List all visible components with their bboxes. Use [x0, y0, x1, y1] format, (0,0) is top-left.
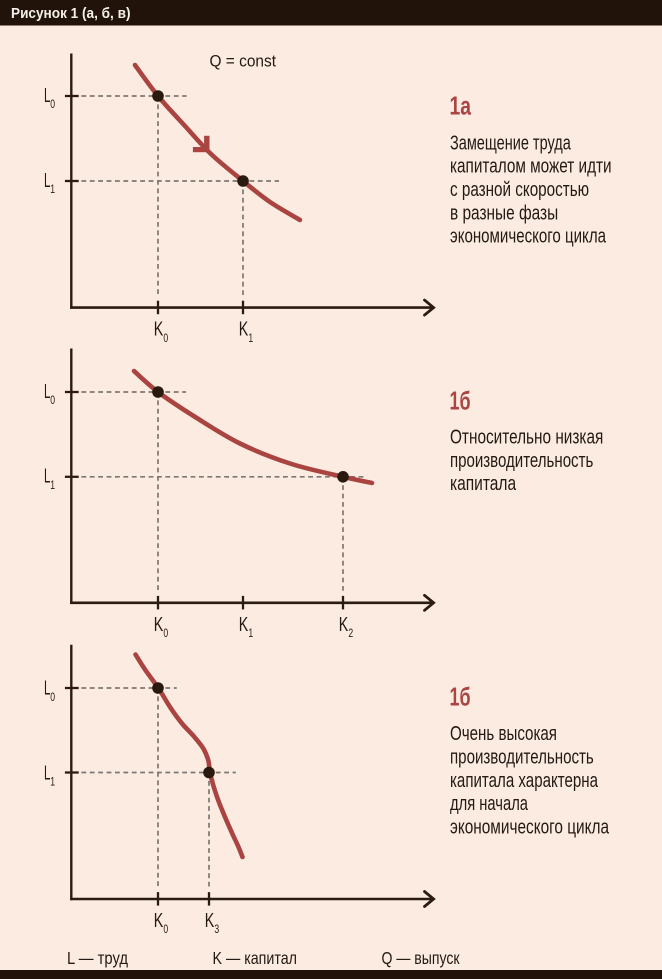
- svg-text:L: L: [44, 678, 50, 700]
- svg-text:L: L: [44, 762, 50, 784]
- svg-text:Очень высокая: Очень высокая: [450, 722, 557, 745]
- svg-text:Q — выпуск: Q — выпуск: [382, 948, 460, 968]
- svg-text:Рисунок 1 (а, б, в): Рисунок 1 (а, б, в): [11, 5, 131, 22]
- svg-text:капитала характерна: капитала характерна: [450, 769, 598, 792]
- svg-text:для начала: для начала: [450, 792, 528, 815]
- svg-text:K: K: [239, 319, 249, 341]
- svg-text:L: L: [44, 466, 50, 488]
- svg-text:0: 0: [50, 97, 55, 111]
- svg-text:экономического цикла: экономического цикла: [450, 225, 606, 248]
- svg-text:1: 1: [248, 331, 253, 345]
- svg-text:L — труд: L — труд: [67, 948, 129, 968]
- svg-text:L: L: [44, 170, 50, 192]
- svg-text:0: 0: [50, 690, 55, 704]
- svg-text:1: 1: [50, 182, 55, 196]
- svg-text:Относительно низкая: Относительно низкая: [450, 426, 603, 449]
- svg-text:3: 3: [214, 922, 219, 936]
- svg-text:2: 2: [348, 626, 353, 640]
- svg-text:0: 0: [163, 331, 168, 345]
- svg-text:капиталом может идти: капиталом может идти: [450, 155, 612, 178]
- svg-text:капитала: капитала: [450, 472, 517, 495]
- svg-text:1: 1: [248, 626, 253, 640]
- svg-text:0: 0: [163, 922, 168, 936]
- svg-text:0: 0: [50, 393, 55, 407]
- svg-text:K: K: [154, 614, 164, 636]
- svg-text:с разной скоростью: с разной скоростью: [450, 178, 589, 201]
- svg-text:K — капитал: K — капитал: [213, 948, 298, 968]
- svg-text:1б: 1б: [450, 682, 471, 712]
- svg-text:производительность: производительность: [450, 745, 594, 768]
- svg-text:производительность: производительность: [450, 449, 593, 472]
- svg-text:1: 1: [50, 775, 55, 789]
- svg-text:L: L: [44, 381, 50, 403]
- svg-text:0: 0: [163, 626, 168, 640]
- svg-text:1б: 1б: [450, 386, 471, 416]
- svg-text:K: K: [205, 910, 215, 932]
- svg-text:1а: 1а: [450, 91, 472, 121]
- svg-text:Замещение труда: Замещение труда: [450, 131, 571, 154]
- svg-text:Q = const: Q = const: [210, 51, 277, 70]
- svg-text:K: K: [339, 614, 349, 636]
- svg-text:в разные фазы: в разные фазы: [450, 201, 558, 224]
- svg-text:K: K: [154, 319, 164, 341]
- svg-text:K: K: [239, 614, 249, 636]
- svg-text:L: L: [44, 85, 50, 107]
- svg-text:1: 1: [50, 478, 55, 492]
- svg-text:K: K: [154, 910, 164, 932]
- svg-text:экономического цикла: экономического цикла: [450, 815, 609, 838]
